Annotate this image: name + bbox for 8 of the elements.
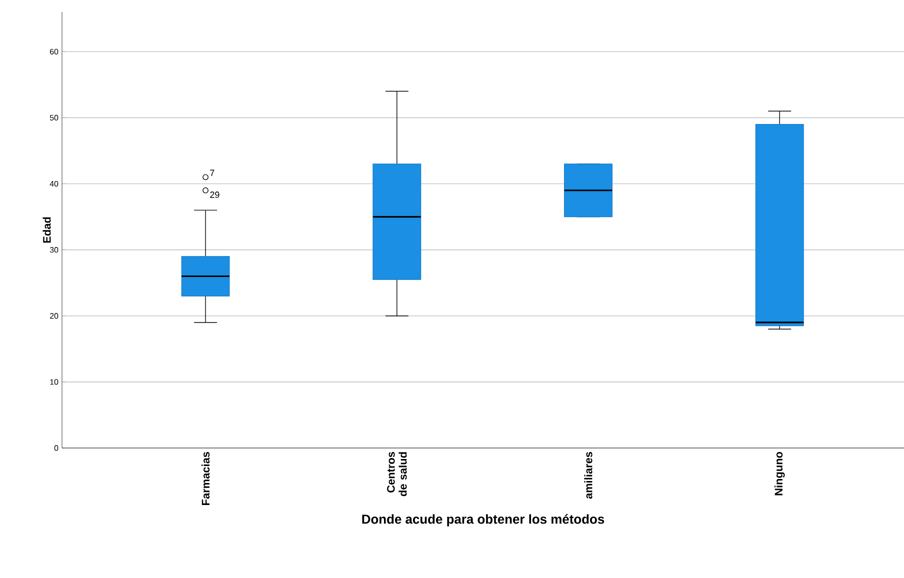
- annotation: 7: [210, 170, 214, 176]
- x-axis-title: Donde acude para obtener los métodos: [362, 514, 604, 526]
- annotation: 29: [210, 192, 220, 198]
- x-tick-label: amiliares: [584, 452, 592, 499]
- x-tick-label: Centros de salud: [387, 452, 407, 496]
- x-tick-label: Ninguno: [774, 452, 785, 496]
- y-axis-title: Edad: [42, 217, 51, 243]
- x-tick-label: Farmacias: [202, 452, 210, 506]
